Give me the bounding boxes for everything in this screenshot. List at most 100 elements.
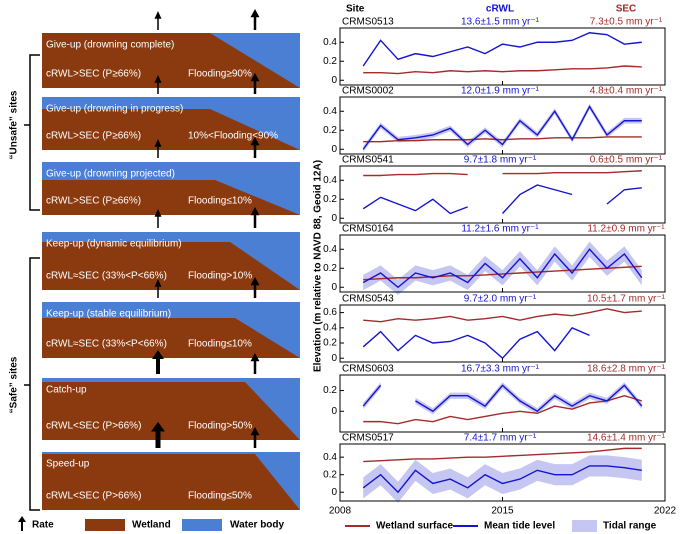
box-condition: cRWL<SEC (P>66%) xyxy=(46,491,141,502)
y-tick-label: 0 xyxy=(331,406,337,417)
mean-tide-line xyxy=(362,105,642,150)
legend-swatch xyxy=(572,520,597,532)
y-tick-label: 0.2 xyxy=(323,263,337,274)
tidal-range-band xyxy=(415,382,642,415)
crwl-rate: 7.4±1.7 mm yr⁻¹ xyxy=(464,433,537,444)
sec-rate: 4.8±0.4 mm yr⁻¹ xyxy=(590,86,663,97)
panel-frame xyxy=(339,304,666,363)
wetland xyxy=(42,454,300,510)
legend-label: Wetland xyxy=(132,520,171,531)
y-tick-label: 0 xyxy=(331,213,337,224)
box-condition: cRWL≈SEC (33%<P<66%) xyxy=(46,339,167,350)
mean-tide-line xyxy=(362,32,642,67)
rate-arrow-head xyxy=(250,277,260,286)
crwl-header: cRWL xyxy=(486,4,514,15)
crwl-rate: 9.7±1.8 mm yr⁻¹ xyxy=(464,155,537,166)
mean-tide-line xyxy=(362,326,590,360)
sec-header: SEC xyxy=(616,4,637,15)
wetland xyxy=(42,33,300,88)
y-tick-label: 0.4 xyxy=(323,175,337,186)
box-title: Catch-up xyxy=(46,385,87,396)
y-tick-label: 0 xyxy=(331,353,337,364)
panel-frame xyxy=(339,27,666,86)
box-title: Speed-up xyxy=(46,459,90,470)
rate-arrow-head xyxy=(154,11,162,19)
wetland-surface-line xyxy=(363,136,642,143)
y-tick-label: 0.4 xyxy=(323,322,337,333)
rate-arrow-head xyxy=(151,422,165,432)
y-tick-label: 0.2 xyxy=(323,469,337,480)
rate-arrow-head xyxy=(154,139,162,147)
rate-arrow-head xyxy=(152,350,164,359)
legend-swatch xyxy=(182,519,222,531)
sec-rate: 14.6±1.4 mm yr⁻¹ xyxy=(587,433,666,444)
wetland xyxy=(42,180,300,215)
group-label: “Unsafe” sites xyxy=(9,90,20,159)
legend-label: Wetland surface xyxy=(376,521,453,532)
wetland-surface-line xyxy=(363,170,642,177)
site-header: Site xyxy=(346,4,365,15)
legend-arrow-head xyxy=(18,516,26,522)
site-label: CRMS0517 xyxy=(342,433,394,444)
legend-swatch xyxy=(85,519,125,531)
y-tick-label: 0 xyxy=(331,282,337,293)
wetland-surface-line xyxy=(363,308,642,323)
crwl-rate: 11.2±1.6 mm yr⁻¹ xyxy=(461,224,539,235)
sec-rate: 7.3±0.5 mm yr⁻¹ xyxy=(590,17,663,28)
y-axis-label: Elevation (m relative to NAVD 88, Geoid … xyxy=(313,160,324,372)
sec-rate: 18.6±2.8 mm yr⁻¹ xyxy=(587,364,666,375)
site-label: CRMS0541 xyxy=(342,155,394,166)
crwl-rate: 13.6±1.5 mm yr⁻¹ xyxy=(461,17,540,28)
site-label: CRMS0002 xyxy=(342,86,394,97)
y-tick-label: 0 xyxy=(331,487,337,498)
site-label: CRMS0513 xyxy=(342,17,394,28)
site-label: CRMS0164 xyxy=(342,224,394,235)
site-label: CRMS0543 xyxy=(342,294,394,305)
y-tick-label: 0 xyxy=(331,144,337,155)
y-tick-label: 0.6 xyxy=(323,307,337,318)
y-tick-label: 0.4 xyxy=(323,37,337,48)
box-title: Keep-up (dynamic equilibrium) xyxy=(46,239,182,250)
rate-arrow-head xyxy=(250,353,260,362)
mean-tide-line xyxy=(362,384,643,413)
box-title: Give-up (drowning in progress) xyxy=(46,104,183,115)
box-flooding: Flooding≤10% xyxy=(188,196,252,207)
bracket xyxy=(29,54,40,211)
crwl-rate: 12.0±1.9 mm yr⁻¹ xyxy=(461,86,540,97)
site-label: CRMS0603 xyxy=(342,364,394,375)
x-tick-label: 2015 xyxy=(491,506,514,517)
y-tick-label: 0.2 xyxy=(323,385,337,396)
rate-arrow-head xyxy=(250,427,260,436)
legend-label: Mean tide level xyxy=(484,521,555,532)
rate-arrow-head xyxy=(250,137,260,146)
mean-tide-line xyxy=(362,465,642,494)
legend-label: Rate xyxy=(32,520,54,531)
box-flooding: Flooding≤50% xyxy=(188,491,252,502)
group-label: “Safe” sites xyxy=(9,356,20,413)
y-tick-label: 0.4 xyxy=(323,106,337,117)
box-condition: cRWL>SEC (P≥66%) xyxy=(46,69,141,80)
mean-tide-line xyxy=(362,184,642,215)
y-tick-label: 0.4 xyxy=(323,244,337,255)
y-tick-label: 0.2 xyxy=(323,194,337,205)
rate-arrow-head xyxy=(154,279,162,287)
rate-arrow-head xyxy=(250,207,260,216)
rate-arrow-head xyxy=(154,75,162,83)
sec-rate: 0.6±0.5 mm yr⁻¹ xyxy=(590,155,663,166)
y-tick-label: 0 xyxy=(331,75,337,86)
mean-tide-line xyxy=(362,248,643,289)
box-flooding: Flooding>50% xyxy=(188,421,252,432)
box-flooding: Flooding≥90% xyxy=(188,69,252,80)
y-tick-label: 0.2 xyxy=(323,125,337,136)
box-condition: cRWL>SEC (P≥66%) xyxy=(46,131,141,142)
rate-arrow-head xyxy=(250,9,260,18)
wetland xyxy=(42,318,300,358)
sec-rate: 10.5±1.7 mm yr⁻¹ xyxy=(587,294,666,305)
box-condition: cRWL<SEC (P>66%) xyxy=(46,421,141,432)
wetland xyxy=(42,242,300,290)
sec-rate: 11.2±0.9 mm yr⁻¹ xyxy=(587,224,665,235)
wetland xyxy=(42,109,300,150)
legend-label: Tidal range xyxy=(603,521,657,532)
crwl-rate: 9.7±2.0 mm yr⁻¹ xyxy=(464,294,537,305)
